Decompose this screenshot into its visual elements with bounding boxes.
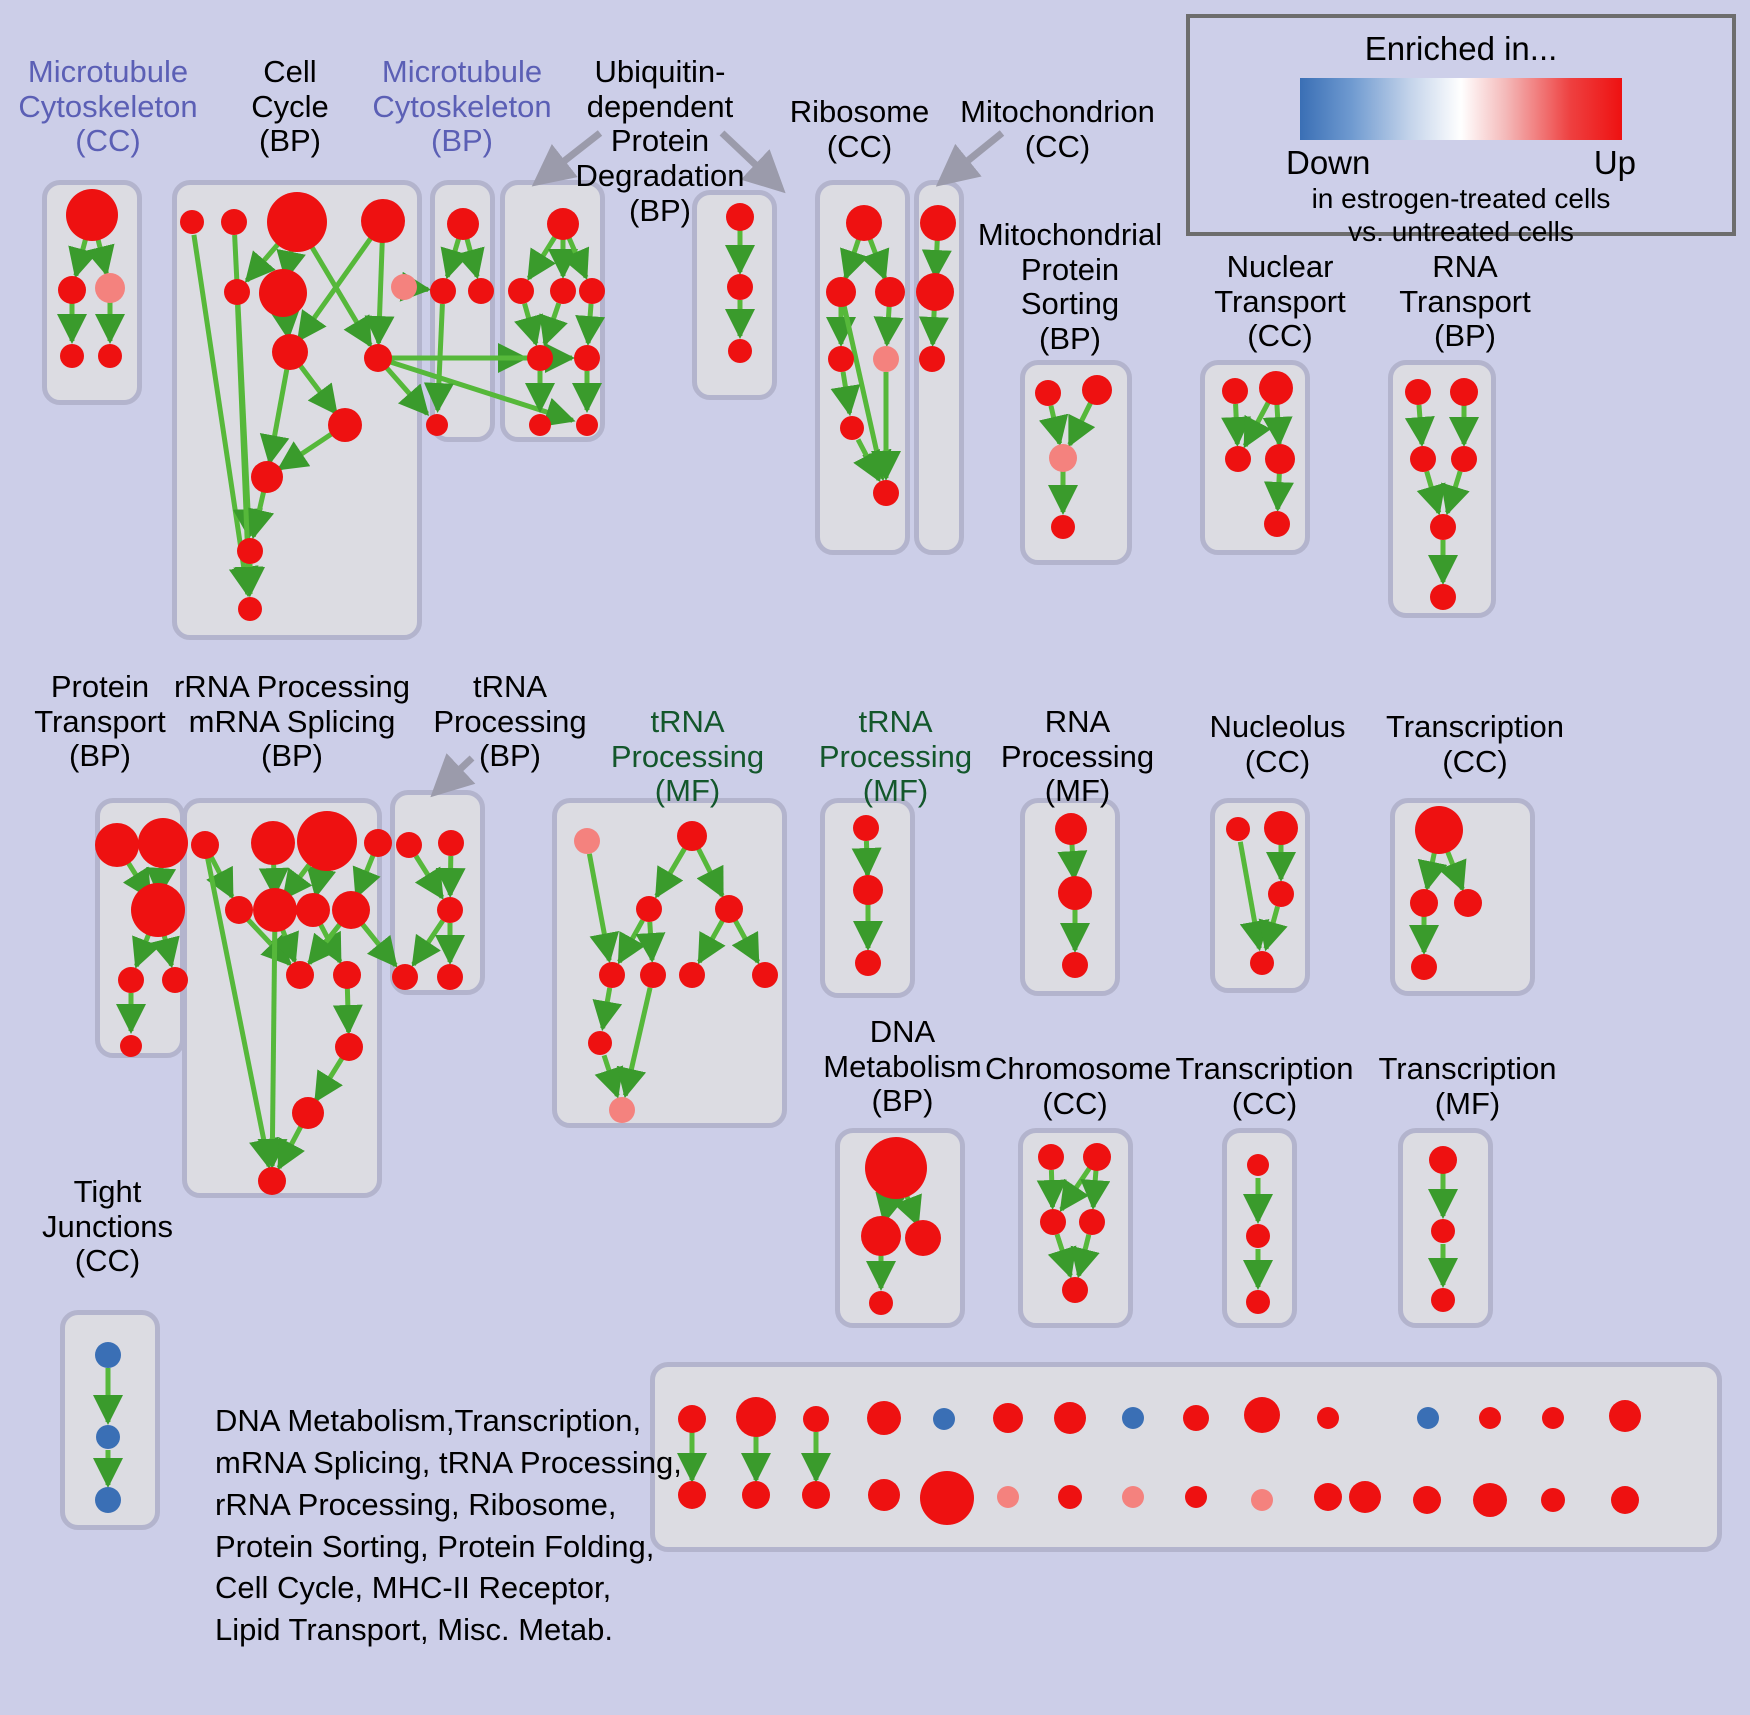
cluster-label-trna-processing-bp: tRNA Processing (BP) — [433, 669, 587, 774]
cluster-rna-transport-bp[interactable] — [1388, 360, 1496, 618]
cluster-label-ubiquitin-dependent-protein-degradation-bp: Ubiquitin- dependent Protein Degradation… — [575, 54, 745, 228]
cluster-microtubule-cc[interactable] — [42, 180, 142, 405]
legend-up-label: Up — [1593, 144, 1636, 181]
cluster-label-microtubule-cytoskeleton-cc: Microtubule Cytoskeleton (CC) — [18, 54, 198, 159]
cluster-label-ribosome-cc: Ribosome (CC) — [789, 94, 930, 164]
cluster-mito-sorting-bp[interactable] — [1020, 360, 1132, 565]
legend-subtitle-line2: vs. untreated cells — [1348, 215, 1574, 247]
cluster-transcription-cc-2[interactable] — [1222, 1128, 1297, 1328]
cluster-label-nucleolus-cc: Nucleolus (CC) — [1209, 709, 1346, 779]
cluster-transcription-cc-right[interactable] — [1390, 798, 1535, 996]
cluster-label-transcription-mf: Transcription (MF) — [1378, 1051, 1557, 1121]
cluster-label-microtubule-cytoskeleton-bp: Microtubule Cytoskeleton (BP) — [372, 54, 552, 159]
cluster-mitochondrion-cc[interactable] — [914, 180, 964, 555]
cluster-rrna-mrna-bp[interactable] — [182, 798, 382, 1198]
cluster-nucleolus-cc[interactable] — [1210, 798, 1310, 993]
cluster-trna-mf-2[interactable] — [820, 798, 915, 998]
cluster-label-rna-processing-mf: RNA Processing (MF) — [1000, 704, 1155, 809]
legend-down-label: Down — [1286, 144, 1371, 181]
cluster-label-transcription-cc-right: Transcription (CC) — [1385, 709, 1565, 779]
cluster-label-transcription-cc-2: Transcription (CC) — [1175, 1051, 1354, 1121]
cluster-label-dna-metabolism-bp: DNA Metabolism (BP) — [823, 1014, 982, 1119]
cluster-label-mitochondrion-cc: Mitochondrion (CC) — [960, 94, 1155, 164]
cluster-label-cell-cycle-bp: Cell Cycle (BP) — [251, 54, 329, 159]
legend-subtitle-line1: in estrogen-treated cells — [1311, 183, 1611, 214]
cluster-protein-transport-bp[interactable] — [95, 798, 185, 1058]
cluster-label-trna-processing-mf-1: tRNA Processing (MF) — [610, 704, 765, 809]
legend-panel: Enriched in... Down Up in estrogen-treat… — [1186, 14, 1736, 247]
cluster-trna-processing-bp[interactable] — [390, 790, 485, 995]
cluster-trna-mf-1[interactable] — [552, 798, 787, 1128]
cluster-label-protein-transport-bp: Protein Transport (BP) — [34, 669, 166, 774]
cluster-transcription-mf[interactable] — [1398, 1128, 1493, 1328]
cluster-label-mitochondrial-protein-sorting-bp: Mitochondrial Protein Sorting (BP) — [977, 217, 1163, 357]
cluster-cell-cycle-bp[interactable] — [172, 180, 422, 640]
cluster-tight-junctions-cc[interactable] — [60, 1310, 160, 1530]
cluster-label-rrna-processing-mrna-splicing-bp: rRNA Processing mRNA Splicing (BP) — [173, 669, 411, 774]
legend-color-bar — [1300, 78, 1622, 140]
legend-title: Enriched in... — [1364, 30, 1558, 67]
cluster-rna-processing-mf[interactable] — [1020, 798, 1120, 996]
misc-categories-text: DNA Metabolism,Transcription, mRNA Splic… — [215, 1403, 682, 1648]
cluster-misc-wide[interactable] — [650, 1362, 1722, 1552]
cluster-label-trna-processing-mf-2: tRNA Processing (MF) — [818, 704, 973, 809]
cluster-label-tight-junctions-cc: Tight Junctions (CC) — [42, 1174, 173, 1279]
cluster-ribosome-cc[interactable] — [815, 180, 910, 555]
cluster-label-rna-transport-bp: RNA Transport (BP) — [1399, 249, 1531, 354]
cluster-microtubule-bp[interactable] — [430, 180, 495, 442]
cluster-nuclear-transport-cc[interactable] — [1200, 360, 1310, 555]
cluster-label-nuclear-transport-cc: Nuclear Transport (CC) — [1214, 249, 1346, 354]
cluster-label-chromosome-cc: Chromosome (CC) — [985, 1051, 1172, 1121]
cluster-dna-metabolism-bp[interactable] — [835, 1128, 965, 1328]
cluster-chromosome-cc[interactable] — [1018, 1128, 1133, 1328]
